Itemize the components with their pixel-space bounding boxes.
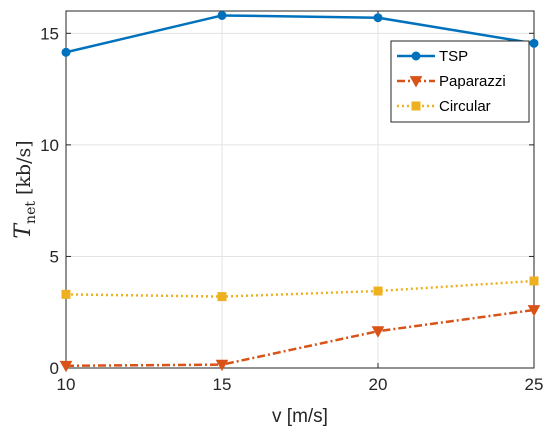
x-tick-label: 20 <box>369 375 388 394</box>
data-point-tsp <box>61 47 71 57</box>
data-point-paparazzi <box>527 305 541 317</box>
series-line-paparazzi <box>65 308 535 368</box>
legend-marker-paparazzi <box>409 76 423 88</box>
series-paparazzi <box>59 305 541 373</box>
legend-label-circular: Circular <box>439 98 491 115</box>
x-tick-label: 25 <box>525 375 544 394</box>
x-tick-label: 10 <box>57 375 76 394</box>
y-tick-label: 15 <box>40 24 59 43</box>
legend-label-paparazzi: Paparazzi <box>439 73 506 90</box>
y-tick-label: 5 <box>50 247 59 266</box>
data-point-tsp <box>373 13 383 23</box>
y-axis-label-unit: [kb/s] <box>13 140 35 195</box>
plot-frame <box>65 10 535 369</box>
x-tick-label: 15 <box>213 375 232 394</box>
y-tick-label: 10 <box>40 136 59 155</box>
x-axis-label: v [m/s] <box>272 406 328 427</box>
data-point-paparazzi <box>215 359 229 372</box>
data-point-tsp <box>217 10 227 20</box>
series-layer <box>59 10 541 373</box>
axis-ticks: 10 15 20 25 0 5 10 15 <box>40 11 543 394</box>
y-tick-label: 0 <box>50 359 59 378</box>
y-axis-label-sub: net <box>23 201 39 224</box>
data-point-circular <box>217 292 227 302</box>
legend: TSP Paparazzi Circular <box>390 40 530 123</box>
legend-marker-tsp <box>411 51 421 61</box>
data-point-circular <box>373 286 383 296</box>
series-line-circular <box>65 279 535 298</box>
series-tsp <box>61 10 539 57</box>
data-point-paparazzi <box>59 360 73 373</box>
data-point-paparazzi <box>371 326 385 338</box>
data-point-circular <box>61 289 71 299</box>
legend-label-tsp: TSP <box>439 48 468 65</box>
series-line-tsp <box>65 14 535 54</box>
series-circular <box>61 276 539 302</box>
data-point-tsp <box>529 38 539 48</box>
y-axis-label: Tnet [kb/s] <box>11 140 39 238</box>
data-point-circular <box>529 276 539 286</box>
legend-marker-circular <box>411 101 421 111</box>
y-axis-label-main: T <box>11 222 36 239</box>
